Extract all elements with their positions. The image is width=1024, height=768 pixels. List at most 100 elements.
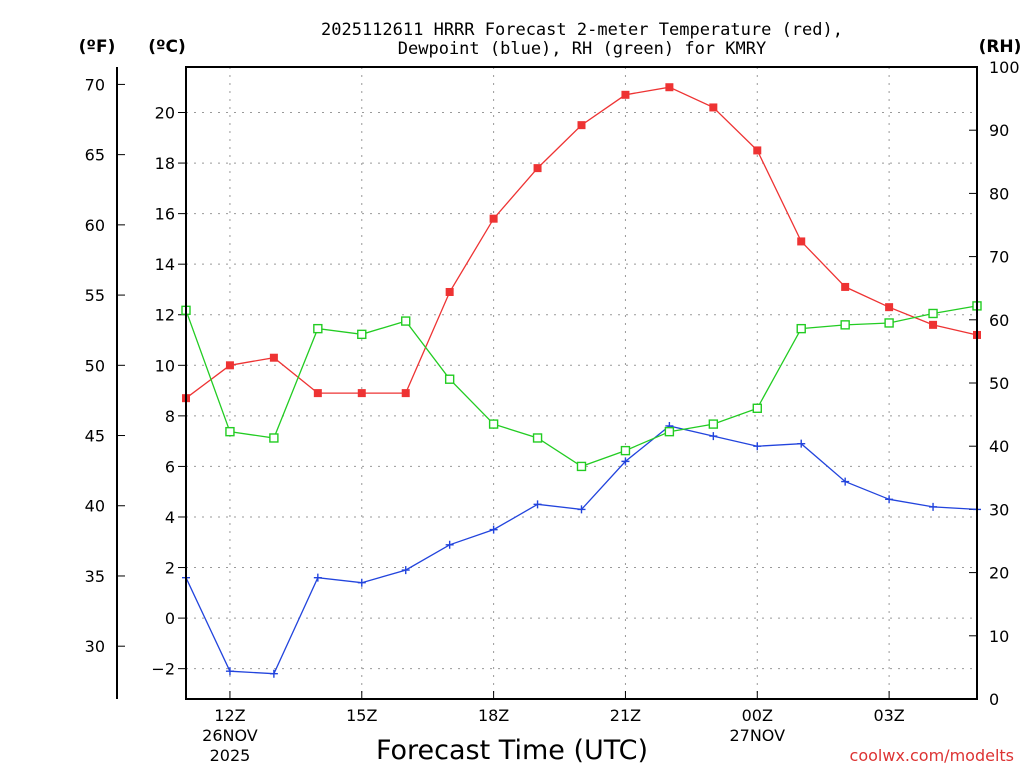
- chart-title-line2: Dewpoint (blue), RH (green) for KMRY: [398, 39, 766, 59]
- time-tick-date: 27NOV: [729, 726, 785, 745]
- celsius-tick-label: 4: [165, 508, 175, 527]
- fahrenheit-unit-label: (ºF): [79, 37, 116, 57]
- rh-point: [488, 419, 499, 429]
- 2-meter-temperature-point: [313, 389, 322, 398]
- 2-meter-temperature-point: [621, 90, 630, 99]
- chart-title-line1: 2025112611 HRRR Forecast 2-meter Tempera…: [321, 20, 843, 40]
- dewpoint-point: [841, 477, 850, 486]
- rh-tick-label: 20: [989, 564, 1009, 583]
- rh-tick-label: 0: [989, 690, 999, 709]
- dewpoint-point: [401, 566, 410, 575]
- fahrenheit-tick-label: 60: [85, 216, 105, 235]
- dewpoint-point: [533, 500, 542, 509]
- dewpoint-point: [445, 540, 454, 549]
- dewpoint-point: [797, 439, 806, 448]
- dewpoint-point: [621, 457, 630, 466]
- series-layer: [181, 83, 982, 678]
- 2-meter-temperature-point: [577, 121, 586, 130]
- rh-tick-label: 40: [989, 437, 1009, 456]
- celsius-tick-label: 0: [165, 609, 175, 628]
- celsius-tick-label: −2: [151, 660, 175, 679]
- celsius-tick-label: 20: [155, 104, 175, 123]
- rh-point: [620, 445, 631, 456]
- rh-tick-label: 60: [989, 311, 1009, 330]
- dewpoint-series: [182, 421, 981, 678]
- celsius-tick-label: 10: [155, 356, 175, 375]
- dewpoint-point: [929, 502, 938, 511]
- celsius-tick-label: 16: [155, 205, 175, 224]
- 2-meter-temperature-point: [489, 214, 498, 223]
- time-tick-date: 26NOV: [202, 726, 258, 745]
- rh-point: [444, 374, 455, 384]
- time-tick-label: 18Z: [478, 706, 509, 725]
- rh-unit-label: (RH): [979, 37, 1022, 57]
- time-tick-label: 15Z: [346, 706, 377, 725]
- fahrenheit-tick-label: 40: [85, 497, 105, 516]
- celsius-tick-label: 2: [165, 559, 175, 578]
- 2-meter-temperature-point: [269, 353, 278, 362]
- dewpoint-point: [885, 495, 894, 504]
- rh-point: [401, 316, 411, 326]
- fahrenheit-tick-label: 65: [85, 146, 105, 165]
- celsius-unit-label: (ºC): [148, 37, 186, 57]
- rh-point: [928, 308, 938, 319]
- 2-meter-temperature-point: [533, 164, 542, 173]
- rh-point: [313, 323, 323, 334]
- fahrenheit-tick-label: 35: [85, 567, 105, 586]
- plot-frame: [185, 66, 978, 700]
- 2-meter-temperature-point: [445, 287, 454, 296]
- rh-tick-label: 80: [989, 184, 1009, 203]
- fahrenheit-tick-label: 55: [85, 286, 105, 305]
- fahrenheit-tick-label: 45: [85, 427, 105, 446]
- 2-meter-temperature-point: [665, 83, 674, 92]
- fahrenheit-axis: 30 35 40 45 50 55 60 65 70: [85, 67, 125, 699]
- celsius-tick-label: 14: [155, 255, 175, 274]
- rh-tick-label: 90: [989, 121, 1009, 140]
- rh-point: [269, 433, 279, 443]
- x-axis-title: Forecast Time (UTC): [376, 735, 648, 766]
- celsius-tick-label: 8: [165, 407, 175, 426]
- rh-point: [664, 426, 675, 437]
- rh-tick-label: 30: [989, 500, 1009, 519]
- rh-point: [752, 403, 762, 413]
- rh-tick-label: 50: [989, 374, 1009, 393]
- time-tick-year: 2025: [210, 746, 251, 765]
- dewpoint-point: [357, 578, 366, 587]
- time-tick-label: 21Z: [610, 706, 641, 725]
- time-tick-label: 03Z: [873, 706, 904, 725]
- 2-meter-temperature-point: [225, 361, 234, 370]
- 2-meter-temperature-point: [797, 237, 806, 246]
- 2-meter-temperature-point: [885, 303, 894, 312]
- rh-point: [357, 329, 367, 340]
- dewpoint-point: [709, 432, 718, 441]
- celsius-tick-label: 6: [165, 457, 175, 476]
- 2-meter-temperature-point: [929, 320, 938, 329]
- grid-lines: [186, 67, 977, 699]
- rh-tick-label: 100: [989, 58, 1020, 77]
- rh-point: [884, 318, 894, 328]
- fahrenheit-tick-label: 70: [85, 75, 105, 94]
- rh-point: [532, 433, 543, 443]
- celsius-tick-label: 12: [155, 306, 175, 325]
- dewpoint-point: [489, 525, 498, 534]
- 2-meter-temperature-point: [841, 282, 850, 291]
- 2-meter-temperature-point: [401, 389, 410, 398]
- rh-point: [796, 323, 806, 334]
- rh-point: [576, 461, 587, 472]
- dewpoint-point: [313, 573, 322, 582]
- 2-meter-temperature-point: [753, 146, 762, 155]
- time-tick-label: 12Z: [214, 706, 245, 725]
- rh-point: [840, 320, 850, 330]
- rh-tick-label: 10: [989, 627, 1009, 646]
- credit-link[interactable]: coolwx.com/modelts: [850, 746, 1014, 765]
- celsius-axis: −2 0 2 4 6 8 10 12 14 16 18 20: [151, 104, 186, 679]
- rh-series: [181, 301, 982, 472]
- dewpoint-point: [577, 505, 586, 514]
- rh-tick-label: 70: [989, 248, 1009, 267]
- dewpoint-point: [225, 667, 234, 676]
- dewpoint-point: [269, 669, 278, 678]
- time-tick-label: 00Z: [742, 706, 773, 725]
- 2-meter-temperature-point: [709, 103, 718, 112]
